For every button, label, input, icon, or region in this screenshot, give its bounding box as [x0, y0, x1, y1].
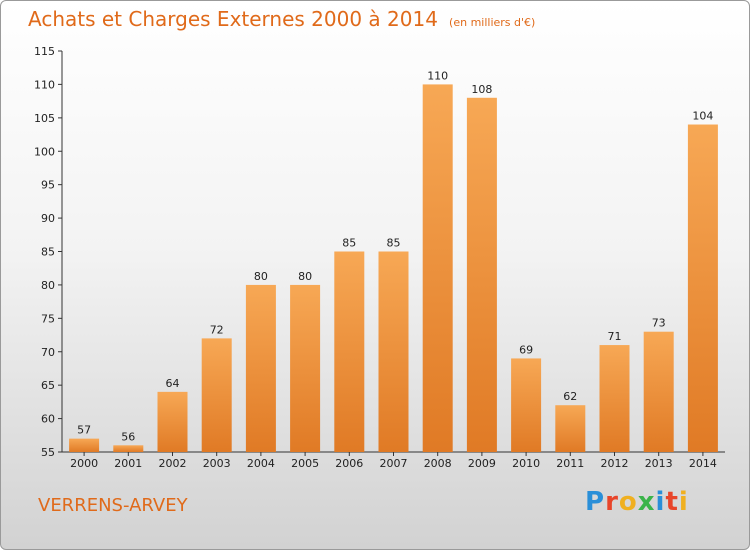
data-label: 73: [652, 317, 666, 330]
data-label: 110: [427, 69, 448, 82]
x-tick-label: 2010: [512, 457, 540, 470]
logo-letter: x: [637, 487, 656, 517]
logo-letter: P: [585, 487, 606, 517]
data-label: 56: [121, 430, 135, 443]
data-label: 64: [166, 377, 180, 390]
x-tick-label: 2004: [247, 457, 275, 470]
bar: [290, 284, 321, 452]
bar: [378, 251, 409, 452]
logo-letter: r: [605, 487, 619, 517]
y-tick-label: 60: [41, 413, 55, 426]
x-tick-label: 2013: [645, 457, 673, 470]
bars: 57 56 64 72 80 80 85 85 110 108 69 62 71 73 104: [69, 69, 718, 453]
x-tick-label: 2002: [159, 457, 187, 470]
data-label: 71: [608, 330, 622, 343]
y-tick-label: 85: [41, 246, 55, 259]
bar: [643, 331, 674, 452]
bar: [201, 338, 232, 452]
data-label: 62: [563, 390, 577, 403]
x-tick-label: 2012: [601, 457, 629, 470]
y-tick-label: 80: [41, 279, 55, 292]
y-tick-label: 115: [34, 45, 55, 58]
x-tick-label: 2014: [689, 457, 717, 470]
x-tick-label: 2005: [291, 457, 319, 470]
data-label: 57: [77, 424, 91, 437]
x-tick-label: 2001: [114, 457, 142, 470]
logo-letter: i: [655, 487, 666, 517]
y-tick-label: 70: [41, 346, 55, 359]
data-label: 80: [254, 270, 268, 283]
proxiti-logo: Proxiti: [585, 487, 689, 517]
y-tick-label: 75: [41, 312, 55, 325]
x-tick-label: 2006: [335, 457, 363, 470]
bar: [113, 445, 144, 452]
bar: [245, 284, 276, 452]
bar: [599, 345, 630, 452]
data-label: 85: [342, 237, 356, 250]
y-tick-label: 105: [34, 112, 55, 125]
data-label: 80: [298, 270, 312, 283]
data-label: 108: [471, 83, 492, 96]
data-label: 104: [692, 110, 713, 123]
axes: 55 60 65 70 75 80 85 90 95 100 105 110 115 2000 2001 20…: [34, 45, 725, 470]
y-tick-label: 65: [41, 379, 55, 392]
chart-title: Achats et Charges Externes 2000 à 2014: [28, 7, 438, 31]
bar: [511, 358, 542, 452]
x-tick-label: 2009: [468, 457, 496, 470]
bar: [466, 97, 497, 453]
logo-letter: t: [665, 487, 679, 517]
x-tick-label: 2000: [70, 457, 98, 470]
bar: [687, 124, 718, 453]
data-label: 72: [210, 323, 224, 336]
bar: [157, 391, 188, 452]
bar: [69, 438, 100, 452]
y-tick-label: 95: [41, 179, 55, 192]
logo-letter: o: [618, 487, 638, 517]
x-tick-label: 2003: [203, 457, 231, 470]
bar: [422, 84, 453, 453]
y-tick-label: 90: [41, 212, 55, 225]
y-tick-label: 110: [34, 78, 55, 91]
chart-header: Achats et Charges Externes 2000 à 2014 (…: [28, 7, 535, 31]
x-tick-label: 2007: [380, 457, 408, 470]
logo-letter: i: [678, 487, 689, 517]
x-tick-label: 2011: [556, 457, 584, 470]
data-label: 69: [519, 343, 533, 356]
y-tick-label: 100: [34, 145, 55, 158]
chart-subtitle: (en milliers d'€): [449, 16, 536, 29]
commune-name: VERRENS-ARVEY: [38, 495, 188, 516]
data-label: 85: [387, 237, 401, 250]
bar: [555, 405, 586, 452]
bar: [334, 251, 365, 452]
y-tick-label: 55: [41, 446, 55, 459]
x-tick-label: 2008: [424, 457, 452, 470]
